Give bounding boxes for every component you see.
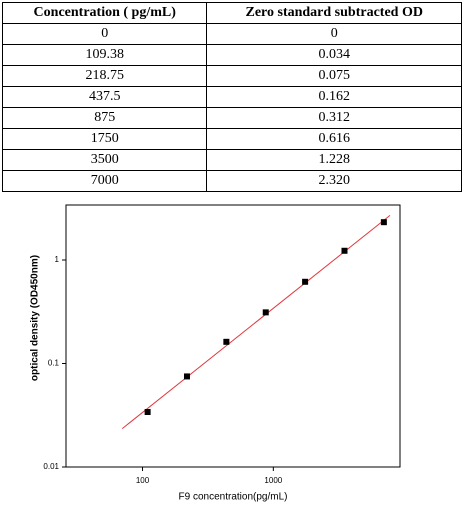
table-cell: 1750: [1, 128, 208, 150]
table-cell: 218.75: [1, 65, 208, 87]
header-cell: Zero standard subtracted OD: [206, 2, 462, 24]
table-cell: 437.5: [1, 86, 208, 108]
table-row: 1750 0.616: [1, 128, 462, 150]
data-table: Concentration ( pg/mL) Zero standard subt…: [1, 2, 462, 192]
data-point: [183, 373, 190, 380]
table-row: 437.5 0.162: [1, 86, 462, 108]
data-point: [223, 338, 230, 345]
x-tick-label: 100: [136, 476, 150, 485]
data-point: [262, 309, 269, 316]
plot-frame: [65, 204, 401, 468]
table-cell: 0.034: [206, 44, 462, 66]
table-cell: 875: [1, 107, 208, 129]
table-cell: 0: [206, 23, 462, 45]
table-cell: 0.162: [206, 86, 462, 108]
table-cell: 0.075: [206, 65, 462, 87]
table-row: 218.75 0.075: [1, 65, 462, 87]
y-axis-label: optical density (OD450nm): [30, 255, 41, 381]
table-cell: 3500: [1, 149, 208, 171]
header-row: Concentration ( pg/mL) Zero standard subt…: [1, 2, 462, 24]
fit-line: [121, 214, 391, 429]
table-row: 109.38 0.034: [1, 44, 462, 66]
table-cell: 109.38: [1, 44, 208, 66]
x-axis-label: F9 concentration(pg/mL): [179, 492, 288, 503]
data-point: [302, 278, 309, 285]
table-cell: 2.320: [206, 170, 462, 192]
y-tick-label: 0.01: [43, 462, 59, 471]
x-tick-label: 1000: [264, 476, 282, 485]
y-tick-label: 1: [55, 255, 60, 264]
table-cell: 1.228: [206, 149, 462, 171]
data-point: [144, 408, 151, 415]
table-row: 7000 2.320: [1, 170, 462, 192]
chart: optical density (OD450nm) F9 concentrati…: [30, 204, 401, 503]
table-cell: 0.312: [206, 107, 462, 129]
table-cell: 0: [1, 23, 208, 45]
table-row: 3500 1.228: [1, 149, 462, 171]
data-point: [380, 219, 387, 226]
table-row: 875 0.312: [1, 107, 462, 129]
header-cell: Concentration ( pg/mL): [1, 2, 208, 24]
table-cell: 0.616: [206, 128, 462, 150]
y-tick-label: 0.1: [48, 359, 60, 368]
table-cell: 7000: [1, 170, 208, 192]
data-point: [341, 247, 348, 254]
